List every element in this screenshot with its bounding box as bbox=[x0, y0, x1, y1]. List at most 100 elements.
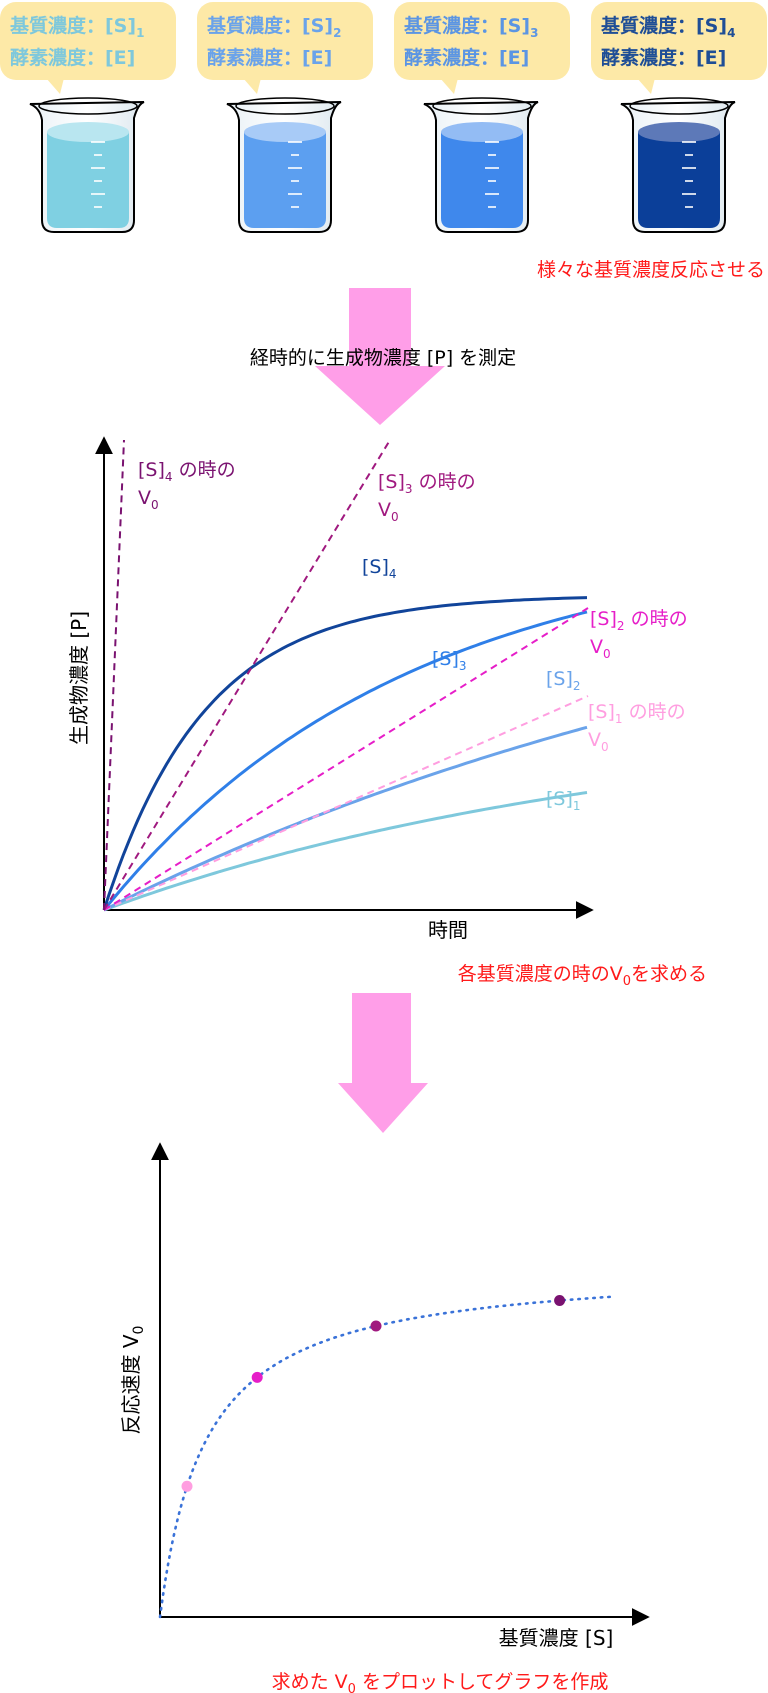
beaker-substrate-sub-4: 4 bbox=[727, 26, 735, 40]
tangent-label-sub-s4: 4 bbox=[165, 470, 173, 484]
chart1-y-label: 生成物濃度 [P] bbox=[67, 611, 91, 745]
curve-label-text-s3: [S] bbox=[432, 648, 459, 670]
tangent-label-v-sub-s3: 0 bbox=[391, 510, 399, 524]
tangent-label-v0-s1: V0 bbox=[588, 729, 609, 754]
step3-note-text: 各基質濃度の時のV bbox=[458, 963, 623, 985]
beaker-substrate-label-2: 基質濃度：[S]2 bbox=[206, 14, 341, 40]
beaker-rim-4 bbox=[629, 97, 729, 115]
tangent-label-v-s4: V bbox=[138, 487, 151, 509]
curve-label-sub-s3: 3 bbox=[459, 659, 467, 673]
down-arrow-2 bbox=[338, 993, 428, 1133]
beaker-rim-1 bbox=[38, 97, 138, 115]
v0-point-s1 bbox=[181, 1480, 193, 1492]
step1-note: 様々な基質濃度反応させる bbox=[537, 259, 765, 281]
tangent-label-v-s1: V bbox=[588, 729, 601, 751]
beakers-row: 基質濃度：[S]1酵素濃度：[E]基質濃度：[S]2酵素濃度：[E]基質濃度：[… bbox=[0, 2, 767, 233]
tangent-label-s3: [S]3 の時の bbox=[378, 471, 476, 496]
tangent-label-v-s3: V bbox=[378, 499, 391, 521]
curve-label-sub-s2: 2 bbox=[573, 679, 581, 693]
chart2-marks bbox=[158, 1295, 615, 1619]
tangent-label-s4: [S]4 の時の bbox=[138, 459, 236, 484]
tangent-label-text-s4: [S] bbox=[138, 459, 165, 481]
beaker-substrate-label-3: 基質濃度：[S]3 bbox=[403, 14, 538, 40]
curve-label-text-s2: [S] bbox=[546, 668, 573, 690]
beaker-substrate-sub-1: 1 bbox=[136, 26, 144, 40]
beaker-enzyme-label-3: 酵素濃度：[E] bbox=[404, 46, 529, 69]
tangent-label-text-s3: [S] bbox=[378, 471, 405, 493]
curve-label-s2: [S]2 bbox=[546, 668, 581, 693]
beaker-substrate-sub-3: 3 bbox=[530, 26, 538, 40]
tangent-v0-s1 bbox=[103, 695, 589, 911]
step3-note-tail: を求める bbox=[631, 963, 707, 985]
label-bubble-tail-3 bbox=[440, 78, 458, 94]
chart1-x-label: 時間 bbox=[428, 918, 468, 942]
beaker-substrate-label-1: 基質濃度：[S]1 bbox=[9, 14, 144, 40]
tangent-label-sub-s1: 1 bbox=[615, 712, 623, 726]
beaker-substrate-label-4: 基質濃度：[S]4 bbox=[600, 14, 735, 40]
tangent-label-v0-s4: V0 bbox=[138, 487, 159, 512]
tangent-label-tail-s1: の時の bbox=[623, 701, 686, 723]
beaker-enzyme-label-4: 酵素濃度：[E] bbox=[601, 46, 726, 69]
chart2-y-label-sub: 0 bbox=[131, 1326, 147, 1335]
tangent-label-v0-s3: V0 bbox=[378, 499, 399, 524]
curve-label-text-s4: [S] bbox=[362, 556, 389, 578]
tangent-v0-s4 bbox=[103, 439, 125, 911]
curve-label-s1: [S]1 bbox=[546, 788, 581, 813]
curve-label-sub-s1: 1 bbox=[573, 799, 581, 813]
beaker-rim-2 bbox=[235, 97, 335, 115]
beaker-liquid-surface-1 bbox=[47, 122, 129, 142]
beaker-substrate-sub-2: 2 bbox=[333, 26, 341, 40]
tangent-label-v-sub-s2: 0 bbox=[603, 647, 611, 661]
tangent-label-v-s2: V bbox=[590, 636, 603, 658]
tangent-label-s1: [S]1 の時の bbox=[588, 701, 686, 726]
step4-note-text: 求めた V bbox=[272, 1671, 348, 1693]
tangent-label-text-s2: [S] bbox=[590, 608, 617, 630]
label-bubble-4 bbox=[591, 2, 767, 80]
tangent-label-sub-s2: 2 bbox=[617, 619, 625, 633]
curve-label-text-s1: [S] bbox=[546, 788, 573, 810]
beaker-liquid-surface-2 bbox=[244, 122, 326, 142]
beaker-enzyme-label-2: 酵素濃度：[E] bbox=[207, 46, 332, 69]
curve-s4 bbox=[102, 596, 588, 911]
tangent-label-text-s1: [S] bbox=[588, 701, 615, 723]
beaker-substrate-text-2: 基質濃度：[S] bbox=[206, 14, 333, 37]
time-course-chart: 生成物濃度 [P] 時間 [S]1[S]2[S]3[S]4[S]1 の時のV0[… bbox=[67, 436, 688, 942]
beaker-substrate-text-3: 基質濃度：[S] bbox=[403, 14, 530, 37]
beaker-liquid-surface-3 bbox=[441, 122, 523, 142]
curve-label-s3: [S]3 bbox=[432, 648, 467, 673]
tangent-label-v-sub-s1: 0 bbox=[601, 740, 609, 754]
v0-point-s3 bbox=[370, 1320, 382, 1332]
tangent-label-tail-s3: の時の bbox=[413, 471, 476, 493]
tangent-label-tail-s4: の時の bbox=[173, 459, 236, 481]
v0-point-s2 bbox=[251, 1371, 263, 1383]
label-bubble-3 bbox=[394, 2, 570, 80]
beaker-liquid-surface-4 bbox=[638, 122, 720, 142]
step3-note: 各基質濃度の時のV0を求める bbox=[458, 963, 707, 989]
beaker-substrate-text-1: 基質濃度：[S] bbox=[9, 14, 136, 37]
tangent-label-sub-s3: 3 bbox=[405, 482, 413, 496]
curve-label-sub-s4: 4 bbox=[389, 567, 397, 581]
beaker-enzyme-label-1: 酵素濃度：[E] bbox=[10, 46, 135, 69]
step3-note-sub: 0 bbox=[623, 974, 631, 989]
tangent-label-s2: [S]2 の時の bbox=[590, 608, 688, 633]
v0-point-s4 bbox=[554, 1295, 566, 1306]
curve-s2 bbox=[103, 725, 588, 912]
label-bubble-1 bbox=[0, 2, 176, 80]
beaker-substrate-text-4: 基質濃度：[S] bbox=[600, 14, 727, 37]
chart2-y-label: 反応速度 V0 bbox=[119, 1326, 147, 1435]
tangent-label-v-sub-s4: 0 bbox=[151, 498, 159, 512]
step4-note-tail: をプロットしてグラフを作成 bbox=[356, 1671, 608, 1693]
curve-s3 bbox=[102, 610, 588, 911]
label-bubble-tail-4 bbox=[637, 78, 655, 94]
beaker-liquid-3 bbox=[441, 132, 523, 228]
velocity-chart: 反応速度 V0 基質濃度 [S] bbox=[119, 1142, 650, 1650]
curve-label-s4: [S]4 bbox=[362, 556, 397, 581]
beaker-liquid-1 bbox=[47, 132, 129, 228]
curve-s1 bbox=[103, 791, 588, 912]
beaker-liquid-4 bbox=[638, 132, 720, 228]
down-arrow-1 bbox=[315, 288, 445, 425]
